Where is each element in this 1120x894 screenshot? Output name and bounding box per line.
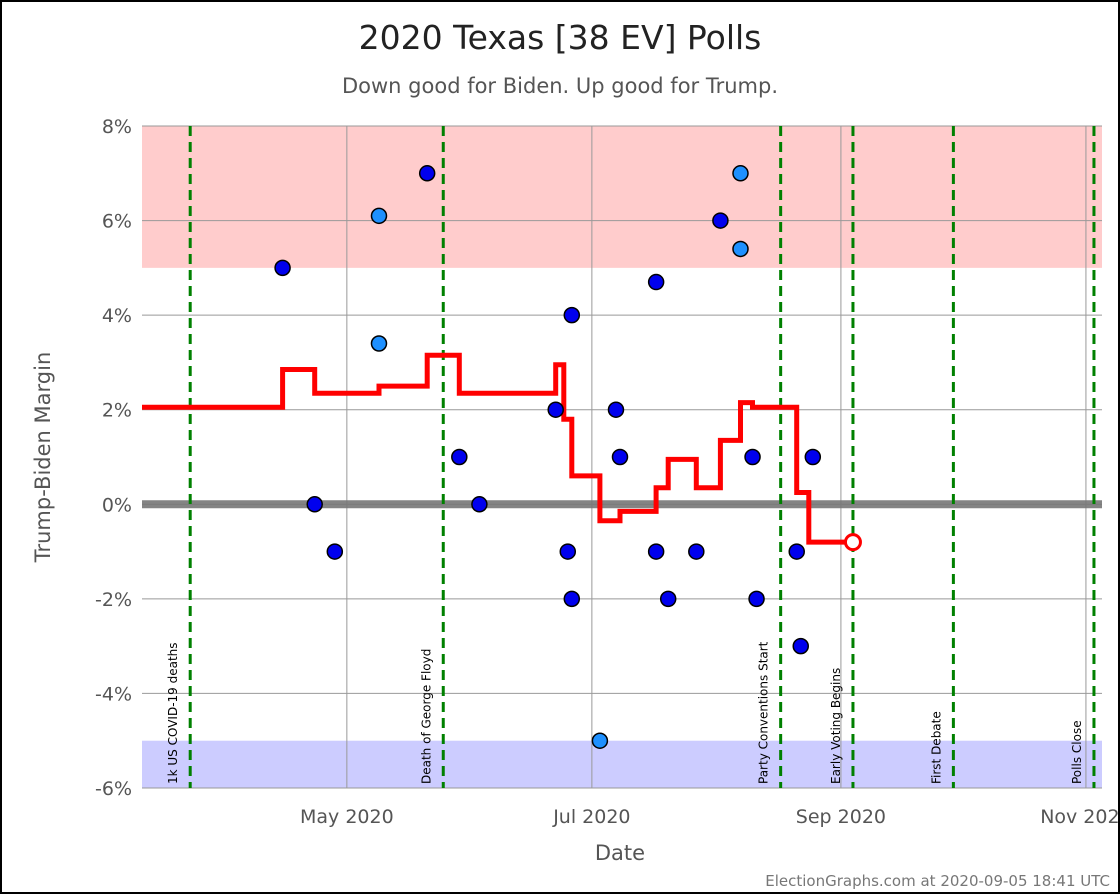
y-tick-label: 4% [102, 305, 132, 327]
poll-point [559, 543, 577, 560]
y-tick-label: 0% [102, 494, 132, 516]
x-tick-label: Jul 2020 [552, 806, 630, 828]
band-0 [142, 126, 1102, 268]
poll-point [788, 543, 805, 560]
poll-point [744, 448, 761, 466]
chart-subtitle: Down good for Biden. Up good for Trump. [342, 74, 778, 98]
poll-point [370, 207, 388, 225]
credit-text: ElectionGraphs.com at 2020-09-05 18:41 U… [765, 872, 1110, 890]
poll-point [370, 335, 388, 352]
poll-point [748, 590, 765, 608]
poll-point [712, 212, 729, 229]
poll-point [647, 543, 665, 560]
y-tick-label: -6% [95, 778, 132, 800]
chart-title: 2020 Texas [38 EV] Polls [359, 18, 762, 57]
x-axis-label: Date [595, 841, 645, 865]
average-endpoint-marker [843, 533, 862, 552]
y-axis-label: Trump-Biden Margin [31, 352, 55, 564]
event-label: Polls Close [1070, 720, 1084, 784]
poll-point [732, 240, 749, 258]
poll-point [647, 273, 665, 291]
poll-point [306, 496, 323, 513]
poll-point [547, 401, 564, 418]
event-label: First Debate [929, 711, 943, 784]
band-1 [142, 740, 1102, 788]
x-tick-label: Nov 2020 [1040, 806, 1118, 828]
poll-point [688, 543, 705, 560]
poll-point [563, 590, 581, 608]
event-label: Party Conventions Start [757, 641, 771, 784]
y-tick-label: 6% [102, 211, 132, 233]
average-line [142, 352, 853, 545]
y-tick-label: -4% [95, 683, 132, 705]
poll-point [607, 401, 625, 418]
y-tick-label: -2% [95, 589, 132, 611]
poll-point [418, 165, 436, 182]
event-label: 1k US COVID-19 deaths [166, 642, 180, 784]
plot-area: 8% 6% 4% 2% 0% -2% -4% -6% May 2020 Jul 2020 Sep 2… [95, 116, 1118, 828]
poll-point [326, 543, 344, 560]
poll-point [563, 306, 581, 324]
poll-point [274, 259, 291, 277]
event-label: Death of George Floyd [419, 649, 433, 784]
poll-point [804, 448, 822, 466]
y-tick-label: 2% [102, 400, 132, 422]
poll-point [471, 496, 488, 513]
x-tick-label: May 2020 [300, 806, 394, 828]
x-tick-label: Sep 2020 [796, 806, 886, 828]
y-tick-label: 8% [102, 116, 132, 138]
poll-point [611, 448, 629, 466]
poll-point [659, 590, 677, 608]
poll-point [451, 448, 468, 466]
poll-point [792, 637, 809, 655]
event-label: Early Voting Begins [829, 668, 843, 784]
poll-point [591, 732, 609, 749]
poll-point [732, 165, 749, 182]
